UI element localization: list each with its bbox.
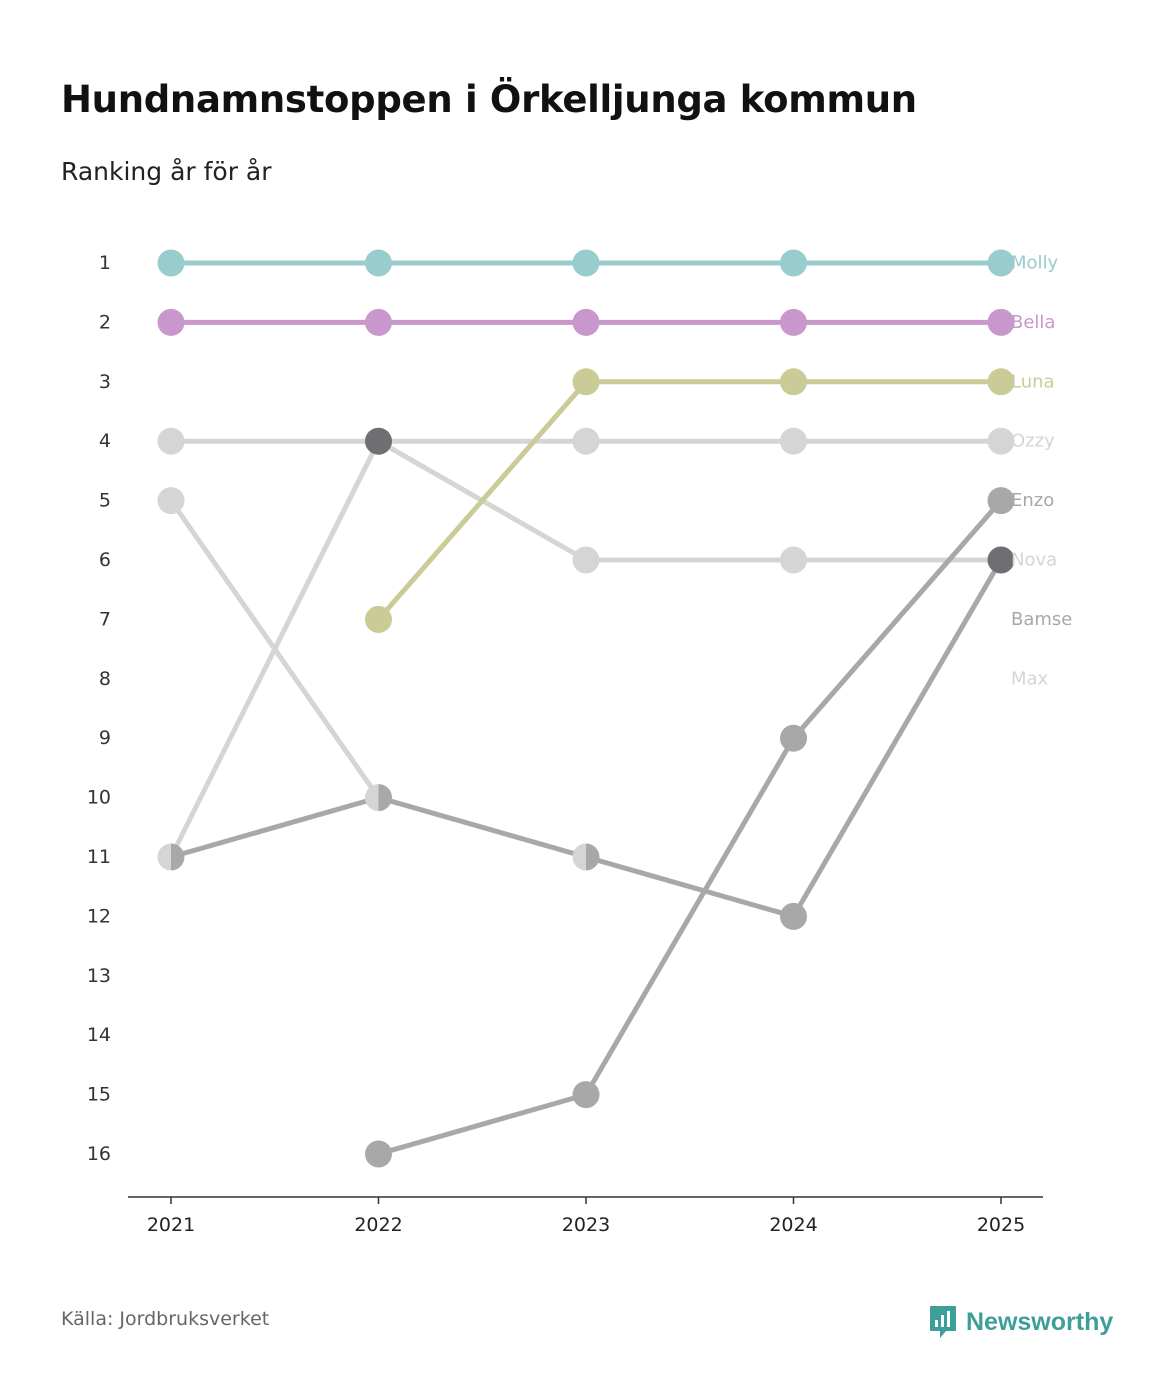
series-line-enzo-2024-2025 (791, 498, 1004, 741)
brand-logo[interactable]: Newsworthy (928, 1303, 1113, 1341)
end-label-luna: Luna (1011, 371, 1055, 392)
x-tick-label-2022: 2022 (354, 1214, 402, 1236)
y-tick-label-14: 14 (87, 1024, 111, 1046)
bar-chart-speech-bubble-icon (930, 1306, 956, 1338)
y-tick-label-2: 2 (99, 311, 111, 333)
point-bella-2024 (780, 308, 807, 336)
point-enzo-2024 (780, 724, 807, 752)
chart-title: Hundnamnstoppen i Örkelljunga kommun (61, 78, 917, 121)
point-molly-2024 (780, 249, 807, 277)
point-bella-2025 (987, 308, 1015, 336)
end-label-molly: Molly (1011, 253, 1059, 274)
point-bella-2023 (572, 308, 600, 336)
y-tick-label-5: 5 (99, 490, 111, 512)
point-luna-2023 (572, 368, 600, 396)
series-line-enzo-2022-2023 (376, 1092, 589, 1157)
source-note: Källa: Jordbruksverket (61, 1308, 270, 1330)
point-enzo-2023 (572, 1081, 600, 1109)
y-tick-label-1: 1 (99, 252, 111, 274)
y-tick-label-7: 7 (99, 608, 111, 630)
end-label-nova: Nova (1011, 550, 1057, 571)
end-label-enzo: Enzo (1011, 490, 1054, 511)
y-tick-label-3: 3 (99, 371, 111, 393)
y-tick-label-10: 10 (87, 787, 111, 809)
y-tick-label-15: 15 (87, 1084, 111, 1106)
series-line-bamse-2024-2025 (791, 557, 1004, 919)
series-lines (168, 260, 1004, 1157)
point-enzo-2025 (987, 487, 1015, 515)
point-ozzy-2024 (780, 427, 807, 455)
point-overlap-nova-ozzy-2022 (365, 427, 392, 455)
point-molly-2022 (365, 249, 392, 277)
point-nova-2021 (157, 427, 185, 455)
point-bella-2022 (365, 308, 392, 336)
end-label-bella: Bella (1011, 312, 1055, 333)
series-line-ozzy-2021-2022 (168, 438, 381, 860)
point-luna-2024 (780, 368, 807, 396)
y-tick-label-11: 11 (87, 846, 111, 868)
point-nova-2023 (572, 546, 600, 574)
point-enzo-2022 (365, 1140, 392, 1168)
y-tick-label-4: 4 (99, 430, 111, 452)
point-luna-2022 (365, 605, 392, 633)
series-points (157, 249, 1015, 1168)
series-line-bamse-2023-2024 (583, 854, 796, 919)
point-max-2022 (365, 784, 379, 812)
point-bamse-2023 (586, 843, 600, 871)
end-label-bamse: Bamse (1011, 609, 1072, 630)
brand-name: Newsworthy (966, 1307, 1114, 1336)
end-label-max: Max (1011, 668, 1049, 689)
y-tick-label-13: 13 (87, 965, 111, 987)
point-max-2021 (157, 487, 185, 515)
point-nova-2024 (780, 546, 807, 574)
point-bella-2021 (157, 308, 185, 336)
point-bamse-2022 (378, 784, 392, 812)
point-molly-2023 (572, 249, 600, 277)
series-line-luna-2022-2023 (376, 379, 589, 622)
x-axis: 2021 2022 2023 2024 2025 (128, 1196, 1043, 1236)
x-tick-label-2025: 2025 (977, 1214, 1025, 1236)
point-bamse-2024 (780, 902, 807, 930)
y-tick-label-6: 6 (99, 549, 111, 571)
x-tick-label-2023: 2023 (562, 1214, 610, 1236)
point-molly-2021 (157, 249, 185, 277)
point-ozzy-2025 (987, 427, 1015, 455)
series-line-bamse-2021-2022 (168, 795, 381, 860)
end-label-ozzy: Ozzy (1011, 431, 1055, 452)
point-molly-2025 (987, 249, 1015, 277)
chart-subtitle: Ranking år för år (61, 157, 272, 186)
point-overlap-bamse-nova-2025 (987, 546, 1015, 574)
y-tick-label-16: 16 (87, 1143, 111, 1165)
x-tick-label-2024: 2024 (769, 1214, 817, 1236)
y-tick-label-12: 12 (87, 905, 111, 927)
series-line-bamse-2022-2023 (376, 795, 589, 860)
y-tick-label-8: 8 (99, 668, 111, 690)
point-max-2023 (572, 843, 586, 871)
point-luna-2025 (987, 368, 1015, 396)
series-line-enzo-2023-2024 (583, 735, 796, 1098)
point-bamse-2021 (171, 843, 185, 871)
end-labels: Molly Bella Luna Ozzy Enzo Nova Bamse Max (1011, 253, 1072, 690)
y-tick-label-9: 9 (99, 727, 111, 749)
point-ozzy-2023 (572, 427, 600, 455)
x-tick-label-2021: 2021 (147, 1214, 195, 1236)
point-ozzy-2021 (157, 843, 171, 871)
